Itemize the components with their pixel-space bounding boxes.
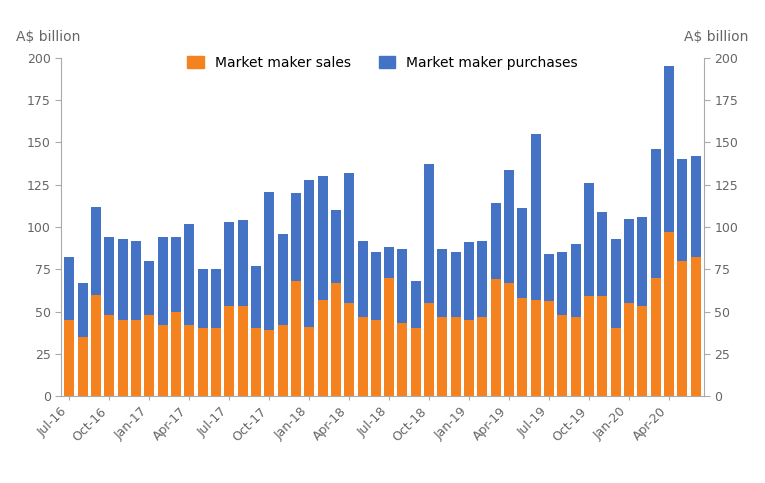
Bar	[571, 317, 581, 396]
Bar	[237, 306, 248, 396]
Legend: Market maker sales, Market maker purchases: Market maker sales, Market maker purchas…	[183, 51, 582, 74]
Bar	[64, 320, 74, 396]
Bar	[104, 237, 114, 315]
Bar	[678, 261, 688, 396]
Bar	[357, 241, 367, 317]
Bar	[531, 299, 541, 396]
Bar	[278, 234, 288, 325]
Bar	[144, 261, 155, 315]
Bar	[64, 257, 74, 320]
Bar	[371, 320, 381, 396]
Bar	[451, 317, 461, 396]
Bar	[344, 173, 354, 303]
Bar	[118, 320, 128, 396]
Bar	[91, 207, 101, 295]
Bar	[504, 283, 514, 396]
Bar	[491, 279, 501, 396]
Bar	[357, 317, 367, 396]
Bar	[171, 237, 181, 312]
Bar	[678, 159, 688, 261]
Bar	[411, 281, 421, 328]
Bar	[558, 252, 568, 315]
Bar	[624, 218, 634, 303]
Bar	[304, 327, 314, 396]
Bar	[371, 252, 381, 320]
Bar	[597, 212, 607, 296]
Bar	[637, 217, 647, 306]
Bar	[158, 325, 168, 396]
Bar	[438, 249, 448, 317]
Bar	[451, 252, 461, 317]
Bar	[398, 324, 408, 396]
Bar	[398, 249, 408, 324]
Bar	[651, 278, 661, 396]
Bar	[424, 303, 435, 396]
Bar	[158, 237, 168, 325]
Bar	[317, 176, 327, 299]
Bar	[224, 222, 234, 306]
Bar	[637, 306, 647, 396]
Bar	[251, 328, 261, 396]
Bar	[184, 325, 194, 396]
Bar	[291, 281, 301, 396]
Bar	[664, 66, 674, 232]
Bar	[531, 134, 541, 299]
Bar	[184, 224, 194, 325]
Bar	[330, 210, 341, 283]
Bar	[691, 257, 701, 396]
Bar	[544, 301, 554, 396]
Bar	[584, 183, 594, 296]
Bar	[517, 298, 528, 396]
Bar	[544, 254, 554, 301]
Bar	[691, 156, 701, 257]
Bar	[610, 328, 621, 396]
Bar	[77, 283, 87, 337]
Bar	[118, 239, 128, 320]
Bar	[291, 193, 301, 281]
Bar	[131, 241, 141, 320]
Bar	[251, 266, 261, 328]
Bar	[344, 303, 354, 396]
Bar	[571, 244, 581, 317]
Bar	[197, 328, 207, 396]
Bar	[624, 303, 634, 396]
Bar	[411, 328, 421, 396]
Bar	[264, 330, 274, 396]
Bar	[464, 320, 474, 396]
Bar	[477, 241, 487, 317]
Bar	[477, 317, 487, 396]
Text: A$ billion: A$ billion	[16, 30, 80, 44]
Bar	[224, 306, 234, 396]
Bar	[330, 283, 341, 396]
Bar	[464, 242, 474, 320]
Bar	[264, 191, 274, 330]
Bar	[131, 320, 141, 396]
Bar	[384, 247, 394, 278]
Bar	[584, 296, 594, 396]
Bar	[171, 312, 181, 396]
Bar	[278, 325, 288, 396]
Bar	[504, 170, 514, 283]
Bar	[438, 317, 448, 396]
Bar	[558, 315, 568, 396]
Bar	[597, 296, 607, 396]
Bar	[91, 295, 101, 396]
Bar	[304, 180, 314, 327]
Bar	[317, 299, 327, 396]
Bar	[211, 269, 221, 328]
Bar	[651, 149, 661, 278]
Text: A$ billion: A$ billion	[685, 30, 749, 44]
Bar	[77, 337, 87, 396]
Bar	[144, 315, 155, 396]
Bar	[664, 232, 674, 396]
Bar	[104, 315, 114, 396]
Bar	[424, 164, 435, 303]
Bar	[197, 269, 207, 328]
Bar	[491, 203, 501, 279]
Bar	[237, 220, 248, 306]
Bar	[517, 208, 528, 298]
Bar	[384, 278, 394, 396]
Bar	[610, 239, 621, 328]
Bar	[211, 328, 221, 396]
